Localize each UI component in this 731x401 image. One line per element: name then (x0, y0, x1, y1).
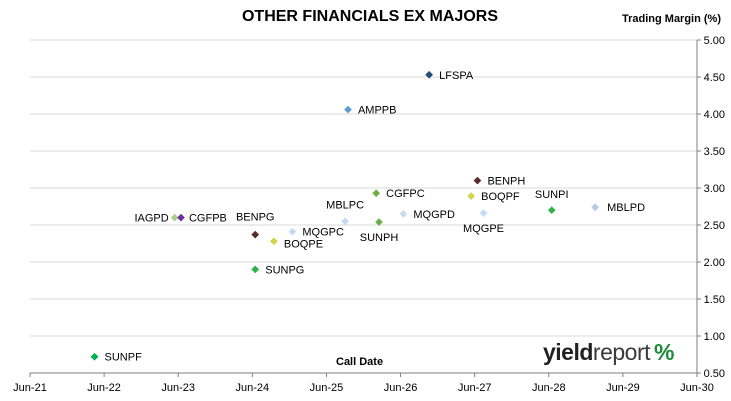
point-lfspa (425, 70, 434, 79)
x-tick-label: Jun-21 (13, 382, 47, 394)
point-cgfpc (372, 189, 381, 198)
y-tick-label: 3.50 (704, 146, 725, 158)
point-label-cgfpb: CGFPB (189, 213, 227, 225)
x-tick-label: Jun-30 (680, 382, 714, 394)
point-label-mqgpc: MQGPC (302, 227, 344, 239)
point-label-sunph: SUNPH (360, 232, 399, 244)
y-tick-label: 4.00 (704, 109, 725, 121)
x-tick-label: Jun-29 (606, 382, 640, 394)
point-label-mblpd: MBLPD (607, 202, 645, 214)
point-mqgpd (399, 209, 408, 218)
y-axis-title: Trading Margin (%) (622, 13, 721, 25)
point-label-sunpi: SUNPI (535, 189, 569, 201)
x-tick-label: Jun-27 (458, 382, 492, 394)
x-tick-label: Jun-24 (236, 382, 270, 394)
point-boqpe (269, 237, 278, 246)
point-mblpd (591, 203, 600, 212)
point-label-sunpg: SUNPG (265, 264, 304, 276)
point-benpg (251, 230, 260, 239)
point-mqgpc (288, 227, 297, 236)
point-label-boqpf: BOQPF (481, 191, 520, 203)
logo-part-report: report (592, 339, 651, 365)
point-iagpd (170, 213, 179, 222)
point-cgfpb (177, 213, 185, 222)
y-tick-label: 3.00 (704, 183, 725, 195)
y-tick-label: 2.50 (704, 220, 725, 232)
x-tick-label: Jun-25 (310, 382, 344, 394)
y-tick-label: 5.00 (704, 35, 725, 47)
y-tick-label: 4.50 (704, 72, 725, 84)
x-tick-label: Jun-26 (384, 382, 418, 394)
y-tick-label: 2.00 (704, 257, 725, 269)
point-label-benph: BENPH (487, 176, 525, 188)
x-axis-title: Call Date (336, 356, 384, 368)
point-mqgpe (479, 209, 488, 218)
point-sunpi (547, 206, 556, 215)
logo-part-yield: yield (543, 339, 593, 365)
point-label-amppb: AMPPB (358, 105, 397, 117)
chart-title: OTHER FINANCIALS EX MAJORS (241, 8, 498, 25)
point-label-cgfpc: CGFPC (386, 188, 425, 200)
x-tick-label: Jun-22 (87, 382, 121, 394)
point-amppb (344, 105, 352, 114)
point-label-lfspa: LFSPA (439, 70, 474, 82)
x-tick-label: Jun-23 (161, 382, 195, 394)
y-tick-label: 0.50 (704, 368, 725, 380)
x-tick-label: Jun-28 (532, 382, 566, 394)
point-label-iagpd: IAGPD (134, 213, 168, 225)
point-label-mqgpd: MQGPD (413, 209, 455, 221)
point-label-boqpe: BOQPE (284, 238, 323, 250)
point-label-mblpc: MBLPC (326, 199, 364, 211)
point-sunph (375, 218, 383, 226)
y-tick-label: 1.50 (704, 294, 725, 306)
point-label-benpg: BENPG (236, 212, 275, 224)
yieldreport-logo: yieldreport% (543, 339, 674, 366)
point-mblpc (341, 217, 350, 226)
point-label-sunpf: SUNPF (105, 352, 143, 364)
point-benph (473, 176, 482, 185)
point-label-mqgpe: MQGPE (463, 223, 504, 235)
logo-percent-symbol: % (654, 339, 674, 365)
y-tick-label: 1.00 (704, 331, 725, 343)
point-sunpg (251, 265, 260, 274)
point-boqpf (467, 192, 476, 201)
point-sunpf (90, 352, 99, 361)
